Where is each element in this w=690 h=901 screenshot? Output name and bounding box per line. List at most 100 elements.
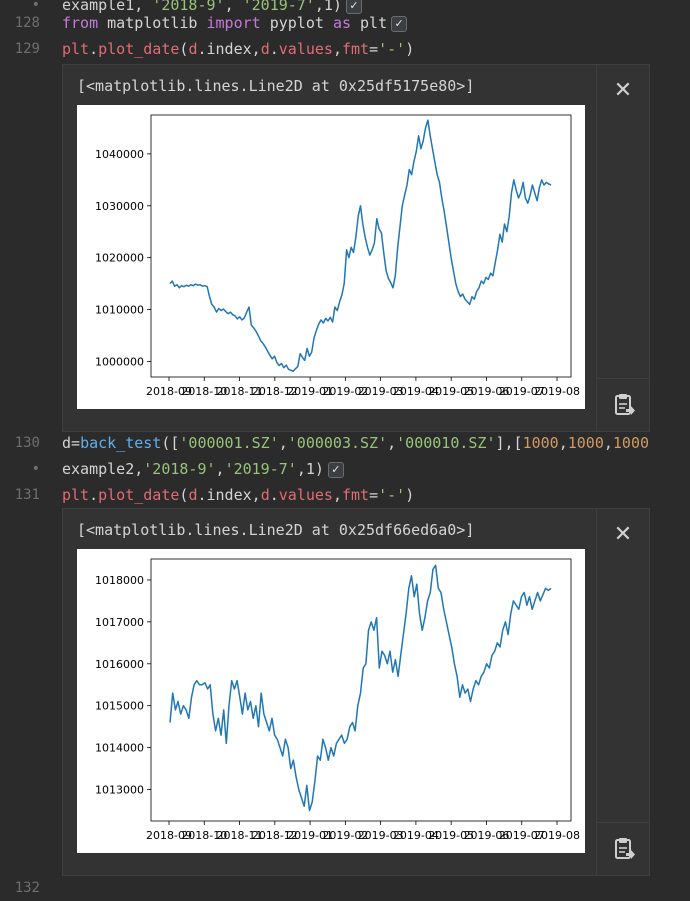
code-token: fmt — [341, 40, 370, 58]
code-line[interactable]: 131 plt.plot_date(d.index,d.values,fmt='-… — [0, 482, 690, 508]
code-token: ( — [179, 486, 189, 504]
x-tick-label: 2018-10 — [181, 385, 227, 398]
x-tick-label: 2018-12 — [252, 385, 298, 398]
x-tick-label: 2019-05 — [428, 829, 474, 842]
check-icon[interactable]: ✓ — [327, 461, 344, 478]
code-token: example1, — [62, 0, 144, 14]
code-token: d — [188, 486, 198, 504]
code-token: = — [369, 40, 379, 58]
line-number: 131 — [14, 487, 40, 503]
code-token: pyplot — [260, 14, 333, 32]
code-token: d — [188, 40, 198, 58]
x-tick-label: 2019-01 — [287, 829, 333, 842]
code-token: import — [206, 14, 261, 32]
code-token: plot_date — [98, 40, 180, 58]
code-line[interactable]: • example2,'2018-9','2019-7',1) ✓ — [0, 456, 690, 482]
x-tick-label: 2018-09 — [146, 829, 192, 842]
chart: 1013000 1014000 1015000 1016000 1017000 10180… — [77, 549, 585, 853]
code-token: 1000 — [522, 434, 559, 452]
code-token: d — [260, 486, 270, 504]
y-tick-label: 1017000 — [95, 616, 144, 629]
code-text[interactable]: d=back_test(['000001.SZ','000003.SZ','00… — [62, 430, 649, 456]
x-tick-label: 2018-11 — [217, 385, 263, 398]
code-token: example2, — [62, 460, 144, 478]
y-tick-label: 1014000 — [95, 742, 144, 755]
code-token: .index, — [197, 40, 261, 58]
check-icon[interactable]: ✓ — [391, 15, 408, 32]
code-text[interactable]: plt.plot_date(d.index,d.values,fmt='-') — [62, 482, 414, 508]
close-icon[interactable]: ✕ — [613, 522, 633, 547]
code-token: '-' — [378, 40, 406, 58]
code-token: '000001.SZ' — [179, 434, 279, 452]
series-line — [169, 564, 552, 812]
code-token: , — [603, 434, 613, 452]
code-token: plt — [62, 40, 90, 58]
code-token: '2018-9' — [143, 0, 225, 14]
code-token: '2018-9' — [143, 460, 216, 478]
code-token: from — [62, 14, 99, 32]
code-line[interactable]: 129 plt.plot_date(d.index,d.values,fmt='-… — [0, 36, 690, 62]
output-repr: [<matplotlib.lines.Line2D at 0x25df66ed6… — [77, 521, 475, 539]
line-number: • — [31, 0, 40, 13]
output-toolbar: ✕ — [596, 509, 649, 875]
x-tick-label: 2019-03 — [358, 829, 404, 842]
chart: 1000000 1010000 1020000 1030000 1040000 2018-… — [77, 105, 585, 409]
code-token: '-' — [378, 486, 406, 504]
code-token: plot_date — [98, 486, 180, 504]
line-number: 132 — [14, 880, 40, 896]
y-tick-label: 1030000 — [95, 200, 144, 213]
code-text[interactable]: example2,'2018-9','2019-7',1) ✓ — [62, 456, 344, 482]
code-text[interactable]: plt.plot_date(d.index,d.values,fmt='-') — [62, 36, 414, 62]
line-number: 128 — [14, 15, 40, 31]
close-icon[interactable]: ✕ — [613, 78, 633, 103]
code-token: ) — [405, 486, 415, 504]
code-token: d — [260, 40, 270, 58]
code-token: = — [369, 486, 379, 504]
series-line — [169, 119, 552, 373]
code-line[interactable]: 132 — [0, 875, 690, 901]
y-tick-label: 1015000 — [95, 700, 144, 713]
output-cell: [<matplotlib.lines.Line2D at 0x25df66ed6… — [62, 508, 650, 876]
code-text[interactable]: from matplotlib import pyplot as plt ✓ — [62, 10, 408, 36]
code-token: , — [332, 486, 342, 504]
x-tick-label: 2019-02 — [322, 385, 368, 398]
code-token: as — [332, 14, 351, 32]
code-token: , — [215, 460, 225, 478]
code-token: , — [387, 434, 397, 452]
clipboard-icon[interactable] — [597, 822, 649, 875]
x-tick-label: 2018-10 — [181, 829, 227, 842]
x-tick-label: 2019-07 — [499, 829, 545, 842]
code-line[interactable]: 128 from matplotlib import pyplot as plt ✓ — [0, 10, 690, 36]
x-tick-label: 2019-05 — [428, 385, 474, 398]
code-token: . — [269, 40, 279, 58]
x-tick-label: 2019-04 — [393, 829, 439, 842]
check-icon[interactable]: ✓ — [345, 0, 362, 14]
x-tick-label: 2019-01 — [287, 385, 333, 398]
x-tick-label: 2019-08 — [534, 829, 580, 842]
y-tick-label: 1040000 — [95, 148, 144, 161]
code-token: , — [332, 40, 342, 58]
code-token: 1000 — [612, 434, 650, 452]
code-token: ([ — [161, 434, 180, 452]
code-token: , — [278, 434, 288, 452]
x-tick-label: 2019-06 — [463, 829, 509, 842]
plot-frame — [150, 114, 572, 378]
y-tick-label: 1000000 — [95, 355, 144, 368]
x-tick-label: 2019-02 — [322, 829, 368, 842]
code-line[interactable]: • example1, '2018-9', '2019-7',1) ✓ — [0, 0, 690, 18]
code-token: ,1) — [314, 0, 342, 14]
code-token: .index, — [197, 486, 261, 504]
code-token: , — [224, 0, 243, 14]
code-token: ( — [179, 40, 189, 58]
output-toolbar: ✕ — [596, 65, 649, 431]
x-tick-label: 2019-08 — [534, 385, 580, 398]
code-text[interactable]: example1, '2018-9', '2019-7',1) ✓ — [62, 0, 362, 18]
x-tick-label: 2019-06 — [463, 385, 509, 398]
x-tick-label: 2019-04 — [393, 385, 439, 398]
code-line[interactable]: 130 d=back_test(['000001.SZ','000003.SZ',… — [0, 430, 690, 456]
x-tick-label: 2018-11 — [217, 829, 263, 842]
code-token: '2019-7' — [224, 460, 297, 478]
line-number: 130 — [14, 435, 40, 451]
y-tick-label: 1013000 — [95, 784, 144, 797]
clipboard-icon[interactable] — [597, 378, 649, 431]
